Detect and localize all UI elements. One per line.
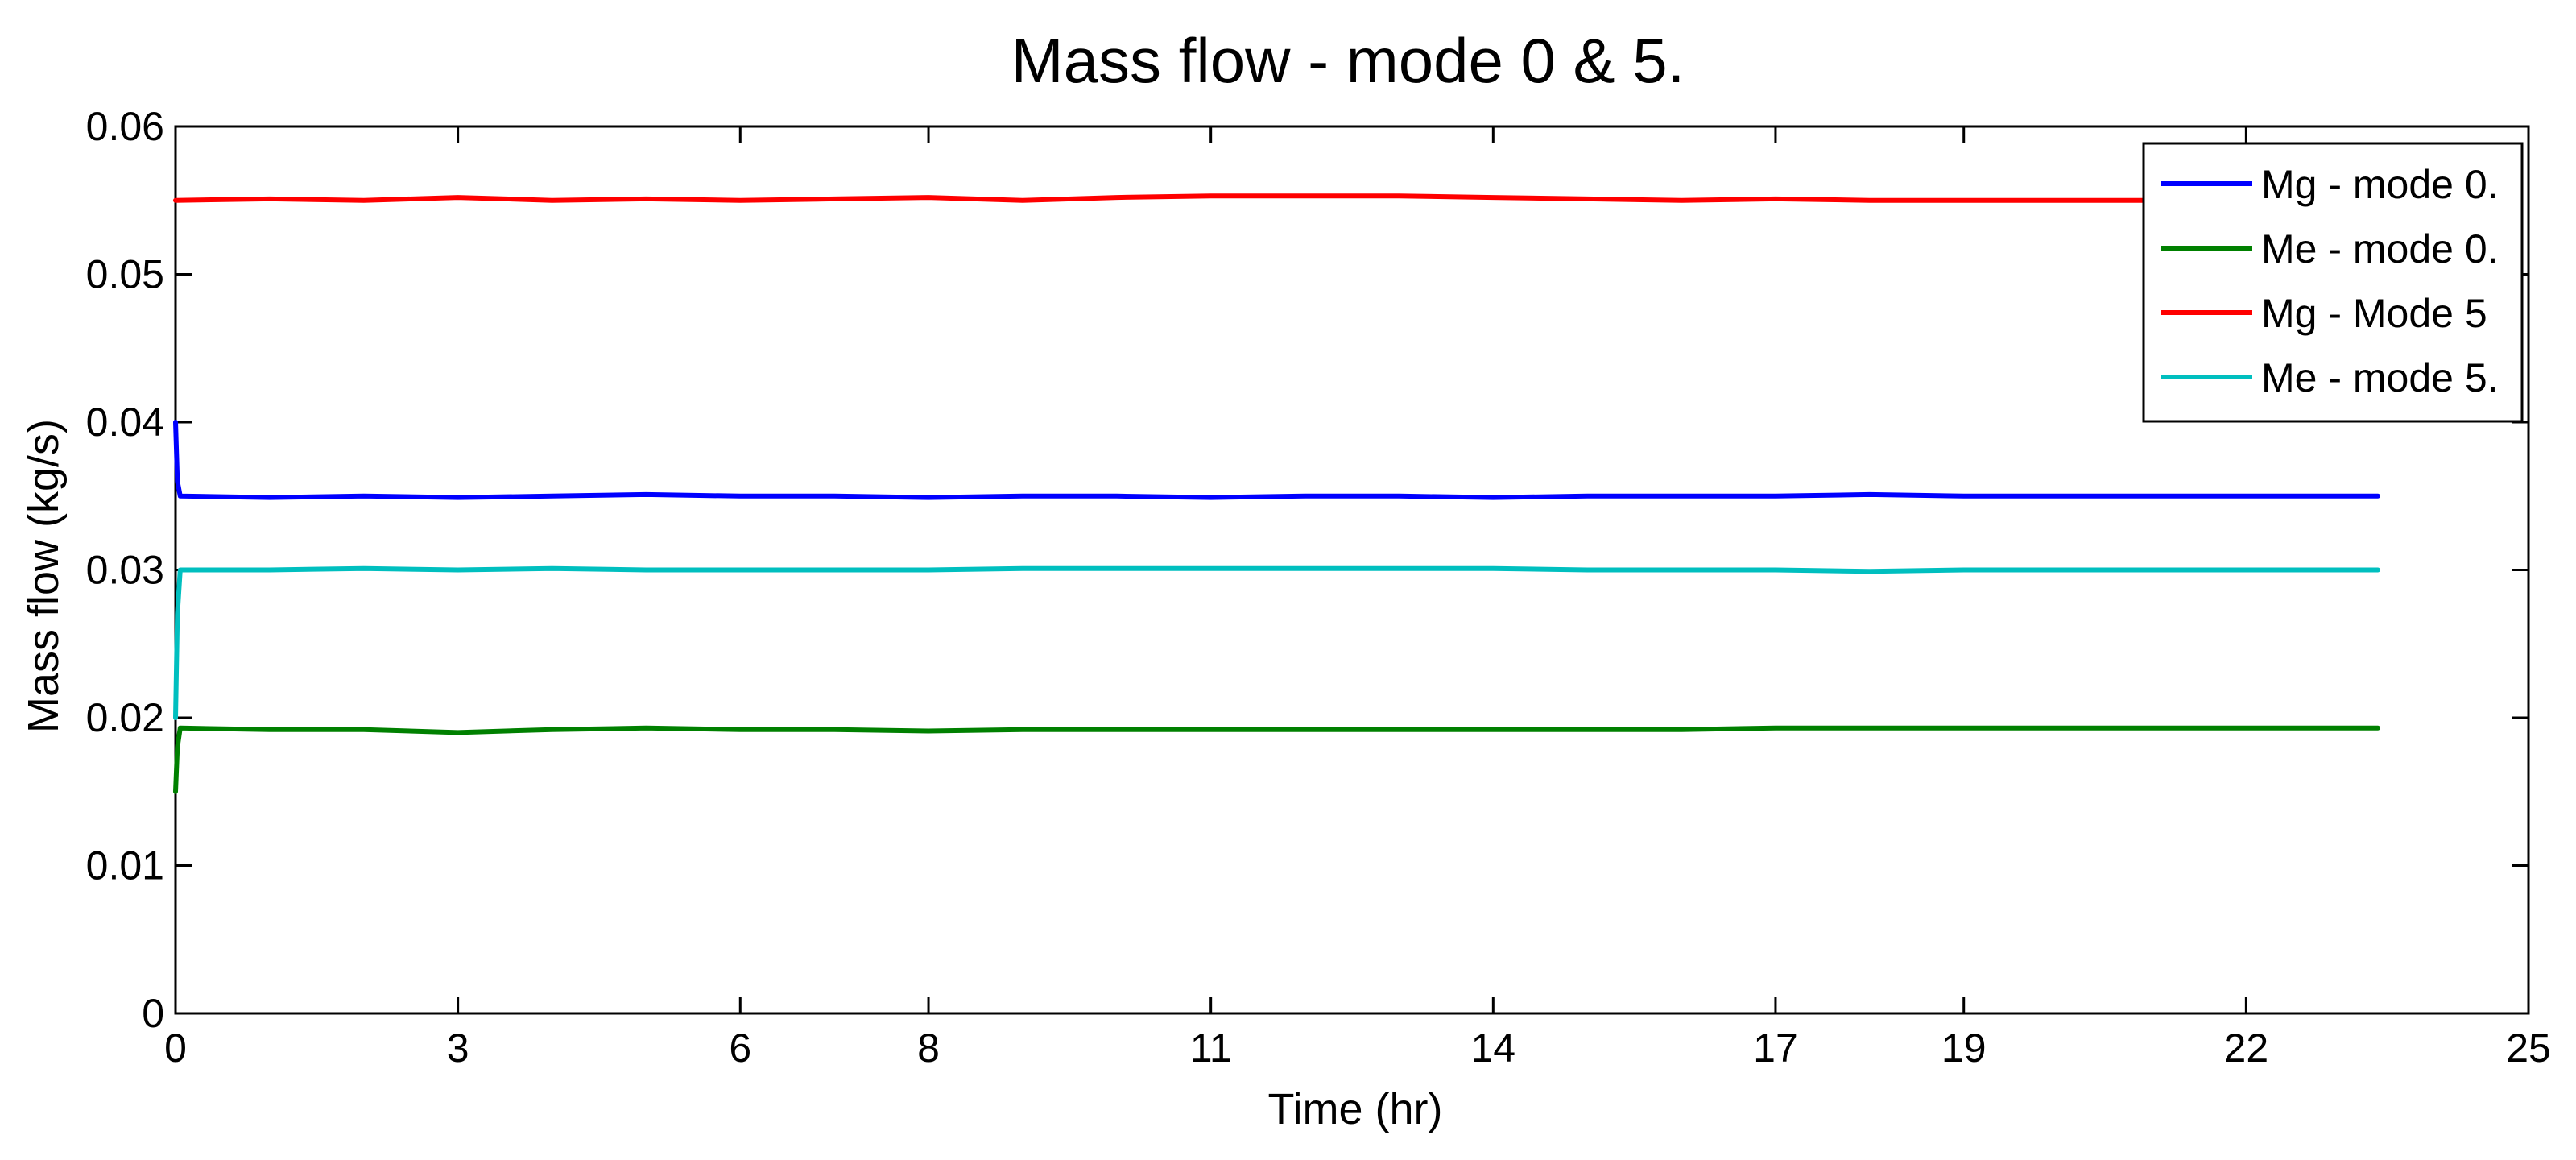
y-tick-label: 0.05: [86, 252, 164, 297]
x-tick-label: 0: [164, 1025, 187, 1071]
series-line-3: [173, 193, 2380, 203]
x-tick-label: 11: [1190, 1025, 1232, 1071]
x-tick-label: 19: [1941, 1025, 1987, 1071]
y-tick-label: 0.03: [86, 548, 164, 593]
y-tick-label: 0.01: [86, 843, 164, 889]
x-tick-label: 22: [2224, 1025, 2269, 1071]
x-tick-label: 17: [1753, 1025, 1798, 1071]
legend-label: Me - mode 0.: [2261, 226, 2499, 271]
chart-title: Mass flow - mode 0 & 5.: [1011, 25, 1685, 96]
y-tick-label: 0.06: [86, 104, 164, 149]
x-tick-label: 8: [917, 1025, 940, 1071]
legend-label: Mg - mode 0.: [2261, 162, 2499, 207]
plot-area: 0 3 6 8 11 14 17 19 22 25 0 0.01 0.02 0.03 0.04 0.05 0.0…: [86, 104, 2551, 1071]
x-tick-label: 6: [729, 1025, 751, 1071]
legend-label: Mg - Mode 5: [2261, 291, 2487, 336]
x-tick-label: 25: [2506, 1025, 2551, 1071]
x-tick-label: 3: [447, 1025, 469, 1071]
y-tick-label: 0.04: [86, 400, 164, 445]
x-tick-label: 14: [1471, 1025, 1516, 1071]
series-line-4: [173, 566, 2380, 720]
y-axis-label: Mass flow (kg/s): [19, 419, 68, 733]
legend: Mg - mode 0. Me - mode 0. Mg - Mode 5 Me - …: [2142, 142, 2524, 423]
x-axis-label: Time (hr): [1268, 1085, 1443, 1133]
legend-label: Me - mode 5.: [2261, 355, 2499, 400]
y-tick-label: 0.02: [86, 695, 164, 740]
series-line-2: [173, 725, 2380, 794]
series-line-1: [173, 420, 2380, 500]
y-tick-label: 0: [142, 991, 164, 1036]
